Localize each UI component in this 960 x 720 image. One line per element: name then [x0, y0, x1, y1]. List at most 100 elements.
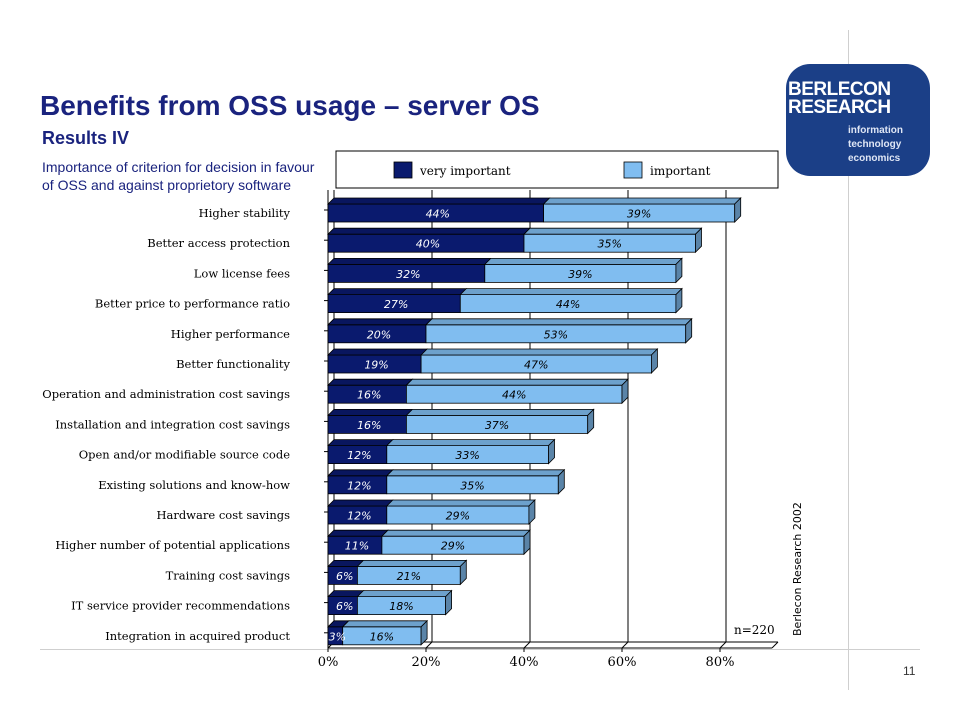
bar-very-important-top [327, 469, 394, 477]
data-label-very-important: 20% [367, 328, 391, 341]
category-label: Higher stability [199, 206, 291, 220]
bar-important-side [675, 257, 683, 284]
data-label-very-important: 11% [345, 540, 369, 553]
bar-important-top [385, 439, 556, 447]
bar-important-side [675, 287, 683, 314]
data-label-very-important: 40% [416, 238, 440, 251]
page-number: 11 [903, 664, 916, 678]
bar-important-top [405, 378, 629, 386]
data-label-very-important: 12% [347, 479, 371, 492]
chart-description: Importance of criterion for decision in … [42, 159, 315, 193]
category-label: Existing solutions and know-how [98, 478, 290, 492]
bar-important-side [734, 197, 742, 223]
x-tick-label: 20% [412, 655, 441, 670]
data-label-very-important: 32% [396, 268, 420, 281]
bar-very-important-top [327, 348, 429, 356]
data-label-important: 18% [389, 600, 413, 613]
bar-important-top [385, 499, 536, 507]
bar-very-important-top [327, 529, 389, 537]
x-tick-label: 60% [608, 655, 637, 670]
data-label-very-important: 19% [364, 359, 388, 372]
data-label-very-important: 44% [426, 208, 450, 221]
bar-very-important-top [327, 227, 531, 235]
category-label: Higher performance [171, 327, 290, 341]
bar-important-side [695, 227, 702, 254]
data-label-very-important: 27% [384, 298, 408, 311]
bar-very-important-top [327, 378, 414, 386]
bar-important-top [420, 348, 659, 356]
bar-very-important-top [327, 439, 394, 447]
bar-important-top [483, 257, 683, 265]
logo-line-1: BERLECON [788, 79, 891, 100]
bar-important-top [459, 288, 683, 296]
divider-horizontal [40, 649, 920, 650]
logo-tagline-2: technology [848, 139, 902, 150]
data-label-important: 53% [544, 328, 568, 341]
category-label: Open and/or modifiable source code [79, 448, 290, 462]
bar-important-top [542, 197, 742, 205]
bar-important-side [445, 589, 453, 616]
category-label: IT service provider recommendations [71, 599, 290, 613]
data-label-important: 16% [370, 630, 394, 643]
x-tick-label: 40% [510, 655, 539, 670]
data-label-very-important: 3% [329, 630, 346, 643]
bar-very-important-top [327, 408, 414, 416]
gridline-floor [523, 641, 531, 649]
x-axis-end [771, 641, 779, 649]
bar-very-important-top [327, 197, 551, 205]
legend-label-important: important [650, 164, 711, 178]
data-label-important: 37% [485, 419, 509, 432]
bar-important-side [420, 619, 428, 646]
data-label-important: 29% [446, 510, 470, 523]
bar-important-top [356, 590, 453, 597]
logo-line-2: RESEARCH [788, 97, 891, 118]
gridline-floor [621, 641, 629, 649]
bar-important-side [548, 438, 555, 465]
bar-important-side [523, 529, 531, 556]
category-label: Training cost savings [166, 568, 290, 582]
data-label-very-important: 12% [347, 449, 371, 462]
data-label-very-important: 6% [336, 600, 353, 613]
data-label-important: 39% [627, 208, 651, 221]
category-label: Installation and integration cost saving… [55, 417, 290, 431]
divider-vertical [848, 30, 849, 690]
data-label-important: 35% [598, 238, 622, 251]
bar-important-side [528, 499, 536, 525]
category-label: Better access protection [147, 236, 290, 250]
bar-very-important-top [327, 257, 492, 265]
bar-important-top [356, 560, 468, 567]
category-label: Low license fees [194, 266, 290, 280]
legend-label-very-important: very important [419, 164, 511, 178]
data-label-important: 47% [524, 359, 548, 372]
data-label-very-important: 6% [336, 570, 353, 583]
bar-important-side [621, 378, 629, 405]
bar-very-important-top [327, 318, 433, 326]
bar-important-top [425, 318, 693, 326]
gridline-floor [719, 641, 727, 649]
page-subtitle: Results IV [42, 128, 130, 148]
data-label-very-important: 12% [347, 510, 371, 523]
legend-swatch-important [623, 161, 643, 179]
bar-important-top [380, 529, 531, 537]
data-label-important: 29% [441, 540, 465, 553]
category-label: Operation and administration cost saving… [42, 387, 290, 401]
logo-tagline-1: information [848, 125, 903, 136]
page-title: Benefits from OSS usage – server OS [40, 90, 540, 121]
bar-important-side [459, 559, 467, 586]
data-label-important: 35% [460, 479, 484, 492]
data-label-important: 44% [502, 389, 526, 402]
logo-tagline: information technology economics [848, 124, 903, 166]
bar-very-important-top [327, 288, 468, 296]
data-label-important: 44% [556, 298, 580, 311]
bar-important-side [651, 348, 658, 374]
sample-size-annotation: n=220 [734, 623, 775, 637]
bar-very-important-top [327, 499, 394, 507]
logo-tagline-3: economics [848, 153, 901, 164]
berlecon-logo: BERLECON RESEARCH information technology… [786, 64, 930, 176]
data-label-important: 33% [455, 449, 479, 462]
bar-important-side [685, 317, 693, 344]
category-label: Integration in acquired product [105, 629, 290, 643]
category-label: Better functionality [176, 357, 290, 371]
legend-swatch-very-important [393, 161, 413, 179]
bar-important-side [557, 468, 565, 495]
